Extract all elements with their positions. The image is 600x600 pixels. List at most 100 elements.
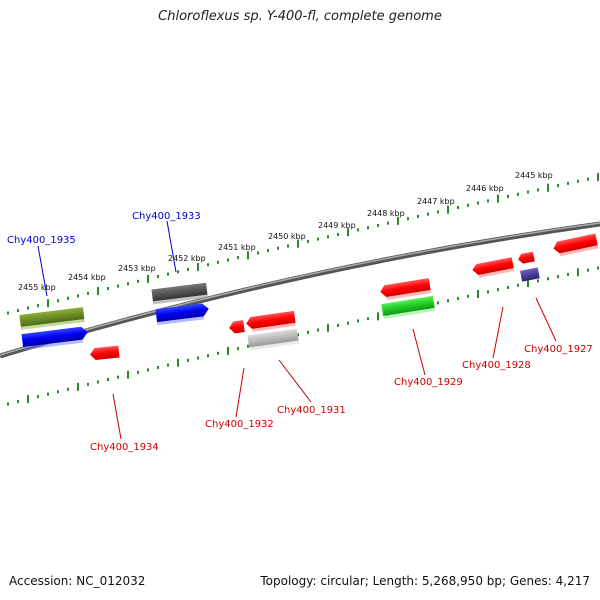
scale-minor-tick xyxy=(117,375,119,379)
scale-label: 2452 kbp xyxy=(168,254,206,263)
upper-scale-ticks xyxy=(7,173,599,315)
scale-minor-tick xyxy=(77,294,79,298)
scale-minor-tick xyxy=(57,299,59,303)
scale-minor-tick xyxy=(337,323,339,327)
gene-green-1929[interactable] xyxy=(381,296,436,319)
gene-red-upper-1[interactable] xyxy=(379,278,432,301)
gene-label-1935[interactable]: Chy400_1935 xyxy=(7,235,76,246)
map-title: Chloroflexus sp. Y-400-fl, complete geno… xyxy=(158,9,442,24)
scale-minor-tick xyxy=(367,226,369,230)
gene-darkgray-1933b[interactable] xyxy=(151,282,208,305)
scale-minor-tick xyxy=(157,275,159,279)
scale-minor-tick xyxy=(507,285,509,289)
gene-label-1928[interactable]: Chy400_1928 xyxy=(462,360,531,371)
scale-major-tick xyxy=(197,263,199,272)
scale-major-tick xyxy=(327,323,329,332)
scale-minor-tick xyxy=(587,177,589,181)
gene-blue-1933[interactable] xyxy=(155,303,210,326)
scale-minor-tick xyxy=(57,390,59,394)
scale-major-tick xyxy=(147,274,149,283)
scale-minor-tick xyxy=(307,330,309,334)
scale-major-tick xyxy=(497,194,499,203)
scale-minor-tick xyxy=(207,263,209,267)
scale-minor-tick xyxy=(107,378,109,382)
gene-blue-1935[interactable] xyxy=(21,326,89,350)
gene-label-1927[interactable]: Chy400_1927 xyxy=(524,344,593,355)
scale-minor-tick xyxy=(17,309,19,313)
scale-minor-tick xyxy=(117,284,119,288)
label-leaders xyxy=(37,220,557,440)
scale-minor-tick xyxy=(237,256,239,260)
scale-label: 2445 kbp xyxy=(515,171,553,180)
scale-minor-tick xyxy=(437,210,439,214)
scale-minor-tick xyxy=(517,192,519,196)
scale-minor-tick xyxy=(487,199,489,203)
scale-major-tick xyxy=(347,228,349,237)
scale-major-tick xyxy=(297,239,299,248)
scale-minor-tick xyxy=(97,380,99,384)
scale-minor-tick xyxy=(247,344,249,348)
scale-minor-tick xyxy=(167,363,169,367)
scale-minor-tick xyxy=(307,239,309,243)
gene-purple-upper[interactable] xyxy=(520,267,540,282)
gene-label-1931[interactable]: Chy400_1931 xyxy=(277,405,346,416)
scale-minor-tick xyxy=(47,392,49,396)
scale-labels: 2455 kbp 2454 kbp 2453 kbp 2452 kbp 2451… xyxy=(18,171,553,292)
scale-minor-tick xyxy=(187,358,189,362)
scale-major-tick xyxy=(527,279,529,288)
gene-lightgray-1931[interactable] xyxy=(247,328,300,351)
gene-red-upper-4[interactable] xyxy=(552,233,599,258)
topology-text: Topology: circular; Length: 5,268,950 bp… xyxy=(260,574,590,588)
scale-minor-tick xyxy=(487,290,489,294)
gene-red-upper-2[interactable] xyxy=(471,257,515,279)
gene-label-1929[interactable]: Chy400_1929 xyxy=(394,377,463,388)
scale-label: 2450 kbp xyxy=(268,232,306,241)
gene-label-1934[interactable]: Chy400_1934 xyxy=(90,442,159,453)
scale-major-tick xyxy=(47,299,49,308)
scale-minor-tick xyxy=(567,181,569,185)
scale-major-tick xyxy=(247,251,249,260)
scale-label: 2454 kbp xyxy=(68,273,106,282)
scale-minor-tick xyxy=(357,228,359,232)
scale-label: 2449 kbp xyxy=(318,221,356,230)
scale-minor-tick xyxy=(327,235,329,239)
scale-minor-tick xyxy=(467,203,469,207)
scale-minor-tick xyxy=(347,321,349,325)
scale-minor-tick xyxy=(237,347,239,351)
gene-label-1933[interactable]: Chy400_1933 xyxy=(132,211,201,222)
scale-minor-tick xyxy=(537,188,539,192)
scale-minor-tick xyxy=(507,194,509,198)
scale-minor-tick xyxy=(187,267,189,271)
gene-red-1934[interactable] xyxy=(89,345,120,361)
scale-major-tick xyxy=(447,205,449,214)
scale-minor-tick xyxy=(127,282,129,286)
scale-minor-tick xyxy=(597,266,599,270)
gene-red-1932a[interactable] xyxy=(228,320,245,334)
scale-minor-tick xyxy=(37,304,39,308)
lower-scale-ticks xyxy=(7,266,599,406)
scale-minor-tick xyxy=(137,370,139,374)
scale-minor-tick xyxy=(37,395,39,399)
scale-major-tick xyxy=(397,216,399,225)
scale-major-tick xyxy=(97,286,99,295)
scale-minor-tick xyxy=(587,268,589,272)
scale-minor-tick xyxy=(217,351,219,355)
scale-minor-tick xyxy=(267,249,269,253)
scale-minor-tick xyxy=(197,356,199,360)
gene-red-upper-3[interactable] xyxy=(517,251,535,265)
scale-minor-tick xyxy=(297,333,299,337)
scale-label: 2446 kbp xyxy=(466,184,504,193)
scale-minor-tick xyxy=(417,214,419,218)
scale-major-tick xyxy=(597,173,599,181)
scale-minor-tick xyxy=(17,400,19,404)
gene-olive-1935b[interactable] xyxy=(19,307,85,330)
gene-red-1932b[interactable] xyxy=(245,310,297,333)
scale-major-tick xyxy=(377,312,379,321)
scale-minor-tick xyxy=(257,251,259,255)
scale-minor-tick xyxy=(277,246,279,250)
scale-minor-tick xyxy=(217,260,219,264)
scale-label: 2448 kbp xyxy=(367,209,405,218)
scale-minor-tick xyxy=(317,328,319,332)
gene-label-1932[interactable]: Chy400_1932 xyxy=(205,419,274,430)
